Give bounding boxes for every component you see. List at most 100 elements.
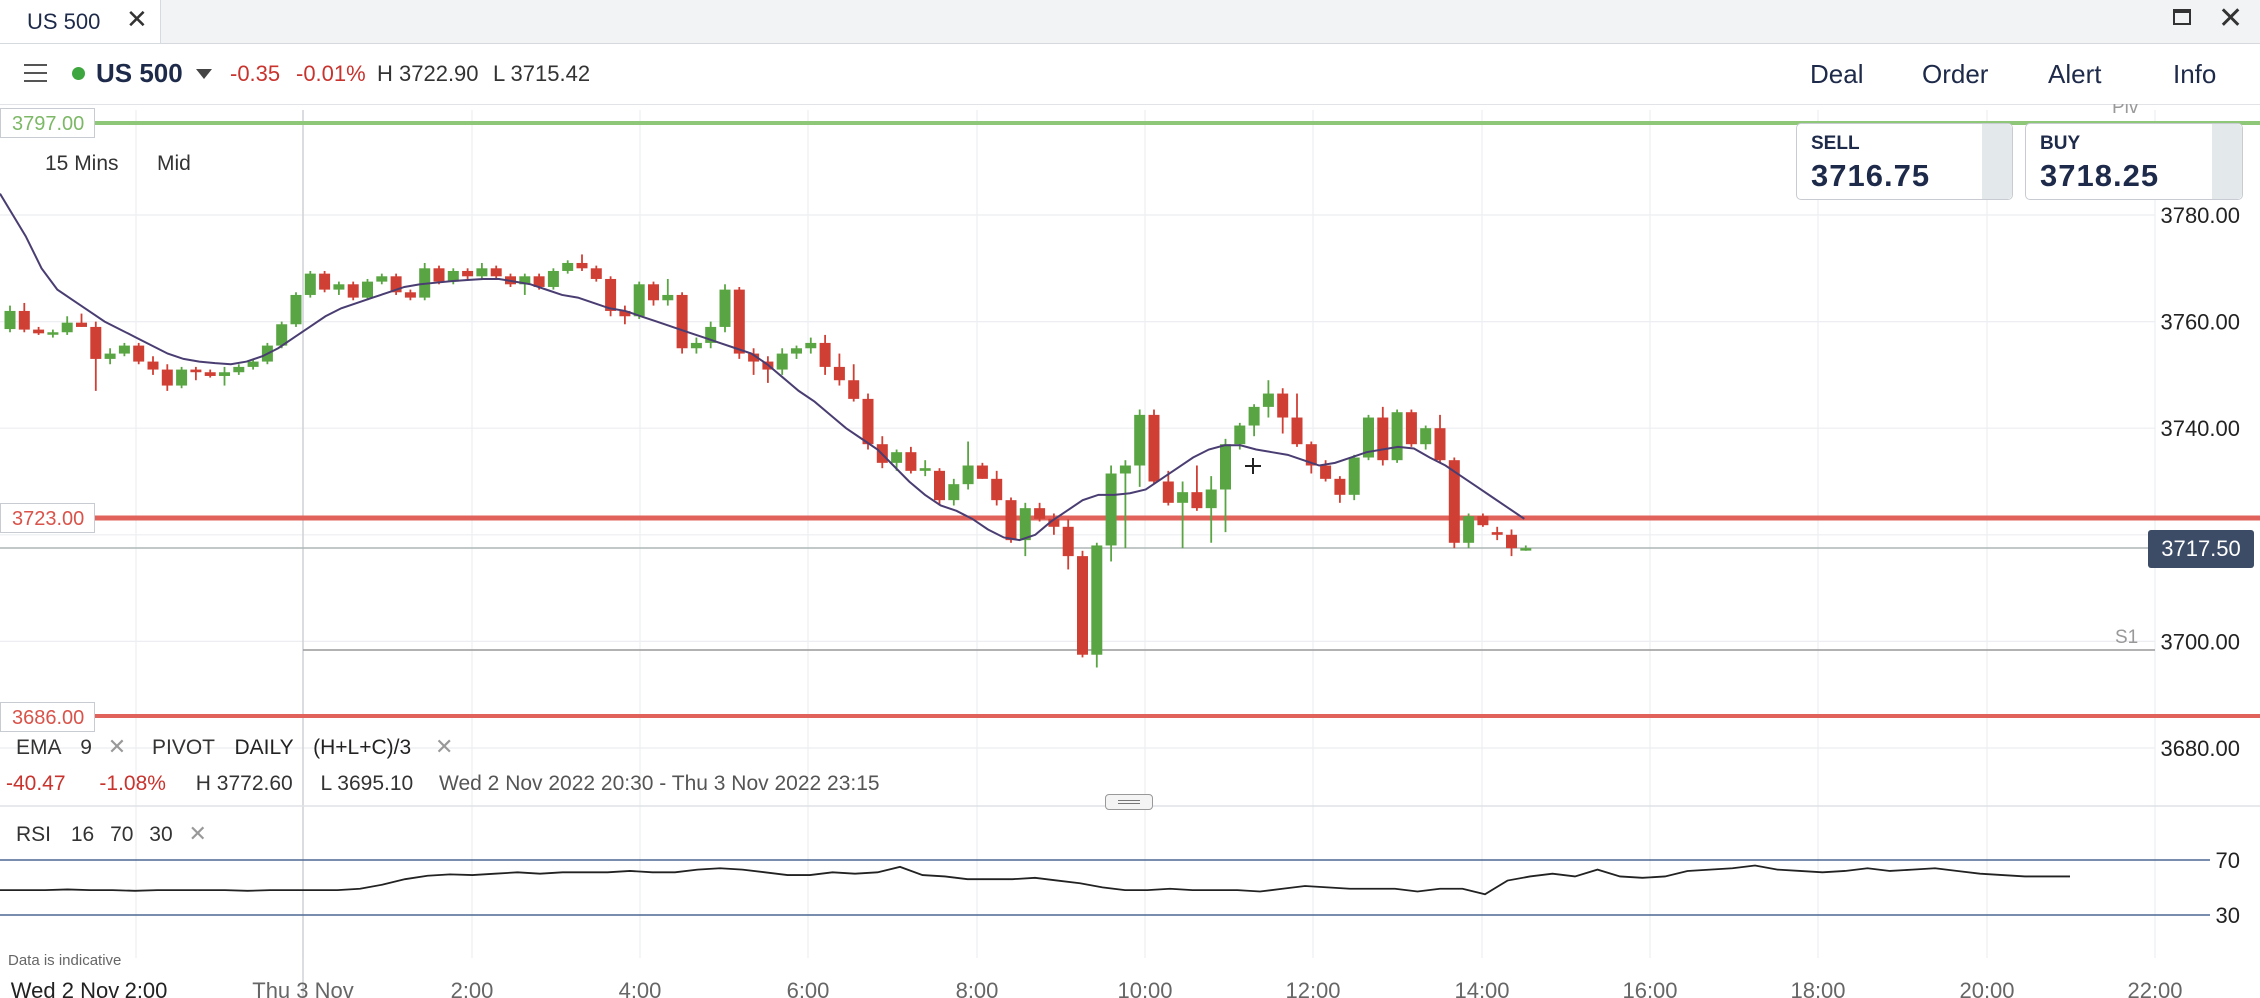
candle-body <box>47 332 59 335</box>
rsi-upper-label: 70 <box>2216 848 2240 873</box>
candle-body <box>404 292 416 298</box>
candle-body <box>676 294 688 349</box>
candle-body <box>705 326 717 343</box>
buy-price-box[interactable]: BUY 3718.25 <box>2025 123 2243 200</box>
pivot-name: PIVOT <box>152 736 215 759</box>
candle-body <box>934 470 945 501</box>
chevron-down-icon[interactable] <box>196 69 212 79</box>
candle-body <box>891 452 903 463</box>
price-chart[interactable]: 3780.00 3760.00 3740.00 3700.00 3680.00 Piv S1… <box>0 104 2260 998</box>
candle-body <box>190 369 202 373</box>
candle-body <box>1391 412 1403 461</box>
candle-body <box>976 465 988 479</box>
candle-body <box>1005 500 1017 541</box>
candle-body <box>791 348 802 354</box>
candle-body <box>805 342 817 349</box>
candle-body <box>605 278 617 311</box>
session-high: H 3722.90 <box>377 61 479 86</box>
maximize-icon[interactable] <box>2173 9 2191 25</box>
x-tick-label: 18:00 <box>1790 978 1845 998</box>
close-window-icon[interactable]: ✕ <box>2218 2 2244 35</box>
x-tick-label: 2:00 <box>125 978 168 998</box>
range-summary-row: -40.47 -1.08% H 3772.60 L 3695.10 Wed 2 … <box>6 772 880 796</box>
x-tick-label: 2:00 <box>451 978 494 998</box>
y-tick-label: 3780.00 <box>2160 203 2240 228</box>
x-tick-label: 22:00 <box>2127 978 2182 998</box>
pivot-formula[interactable]: (H+L+C)/3 <box>313 736 412 759</box>
x-tick-label: Thu 3 Nov <box>252 978 354 998</box>
ema-param[interactable]: 9 <box>80 736 92 759</box>
candle-body <box>276 324 288 346</box>
candle-body <box>662 294 674 301</box>
candle-body <box>1491 532 1503 535</box>
candle-body <box>376 276 388 282</box>
candle-body <box>76 322 87 327</box>
candle-body <box>848 380 860 399</box>
candle-body <box>1334 478 1346 495</box>
sell-price-box[interactable]: SELL 3716.75 <box>1796 123 2013 200</box>
x-tick-label: 4:00 <box>619 978 662 998</box>
candle-body <box>690 342 702 349</box>
pivot-level-tag[interactable]: 3797.00 <box>0 108 96 138</box>
candle-body <box>533 276 545 287</box>
rsi-period[interactable]: 16 <box>70 823 95 846</box>
candle-body <box>1320 465 1332 479</box>
candle-body <box>161 369 173 386</box>
candle-body <box>1034 508 1046 519</box>
candle-body <box>1506 534 1517 549</box>
rsi-upper[interactable]: 70 <box>110 823 134 846</box>
pivot-period[interactable]: DAILY <box>234 736 294 759</box>
remove-rsi-icon[interactable]: ✕ <box>188 821 207 846</box>
range-high: H 3772.60 <box>195 772 293 795</box>
lower-alert-level-tag[interactable]: 3686.00 <box>0 702 96 732</box>
alert-button[interactable]: Alert <box>2048 59 2102 89</box>
buy-box-shade <box>2212 124 2242 199</box>
disclaimer: Data is indicative <box>8 952 122 969</box>
price-type-selector[interactable]: Mid <box>157 152 191 175</box>
candle-body <box>1205 489 1217 509</box>
candle-body <box>319 273 331 290</box>
pivot-indicator-row: PIVOT DAILY (H+L+C)/3 ✕ <box>152 734 453 760</box>
candle-body <box>219 372 230 376</box>
candle-body <box>133 345 145 362</box>
candle-body <box>1448 460 1460 543</box>
close-tab-icon[interactable]: ✕ <box>126 4 148 34</box>
remove-pivot-icon[interactable]: ✕ <box>434 734 454 759</box>
hamburger-menu-icon[interactable] <box>24 64 47 82</box>
candle-body <box>633 284 645 317</box>
candle-body <box>1119 465 1131 474</box>
info-button[interactable]: Info <box>2173 59 2217 89</box>
candle-body <box>1220 444 1231 490</box>
remove-ema-icon[interactable]: ✕ <box>107 734 127 759</box>
session-low: L 3715.42 <box>493 61 591 86</box>
sell-label: SELL <box>1811 133 1860 154</box>
candle-body <box>1405 412 1417 445</box>
candle-body <box>1434 428 1446 461</box>
candle-body <box>1477 516 1489 526</box>
range-change-percent: -1.08% <box>99 772 166 795</box>
range-low: L 3695.10 <box>320 772 414 795</box>
x-tick-label: 20:00 <box>1959 978 2014 998</box>
candle-body <box>4 310 16 330</box>
tab-title: US 500 <box>27 9 101 34</box>
candle-body <box>490 268 502 277</box>
upper-alert-level-tag[interactable]: 3723.00 <box>0 503 96 533</box>
candle-body <box>905 452 917 471</box>
candle-body <box>33 329 45 334</box>
panel-resize-handle[interactable] <box>1105 794 1153 810</box>
deal-button[interactable]: Deal <box>1810 59 1864 89</box>
interval-selector[interactable]: 15 Mins <box>45 152 119 175</box>
candle-body <box>1348 457 1360 495</box>
instrument-name[interactable]: US 500 <box>96 58 183 88</box>
candle-body <box>1191 492 1203 509</box>
candle-body <box>733 289 745 354</box>
candle-body <box>390 276 402 293</box>
candle-body <box>118 345 130 354</box>
tab-us500[interactable]: US 500 ✕ <box>0 0 161 43</box>
order-button[interactable]: Order <box>1922 59 1989 89</box>
rsi-lower[interactable]: 30 <box>149 823 173 846</box>
candle-body <box>90 326 102 359</box>
range-dates: Wed 2 Nov 2022 20:30 - Thu 3 Nov 2022 23… <box>439 772 880 795</box>
ema-indicator-row: EMA 9 ✕ <box>16 734 126 760</box>
candle-body <box>1162 481 1174 503</box>
